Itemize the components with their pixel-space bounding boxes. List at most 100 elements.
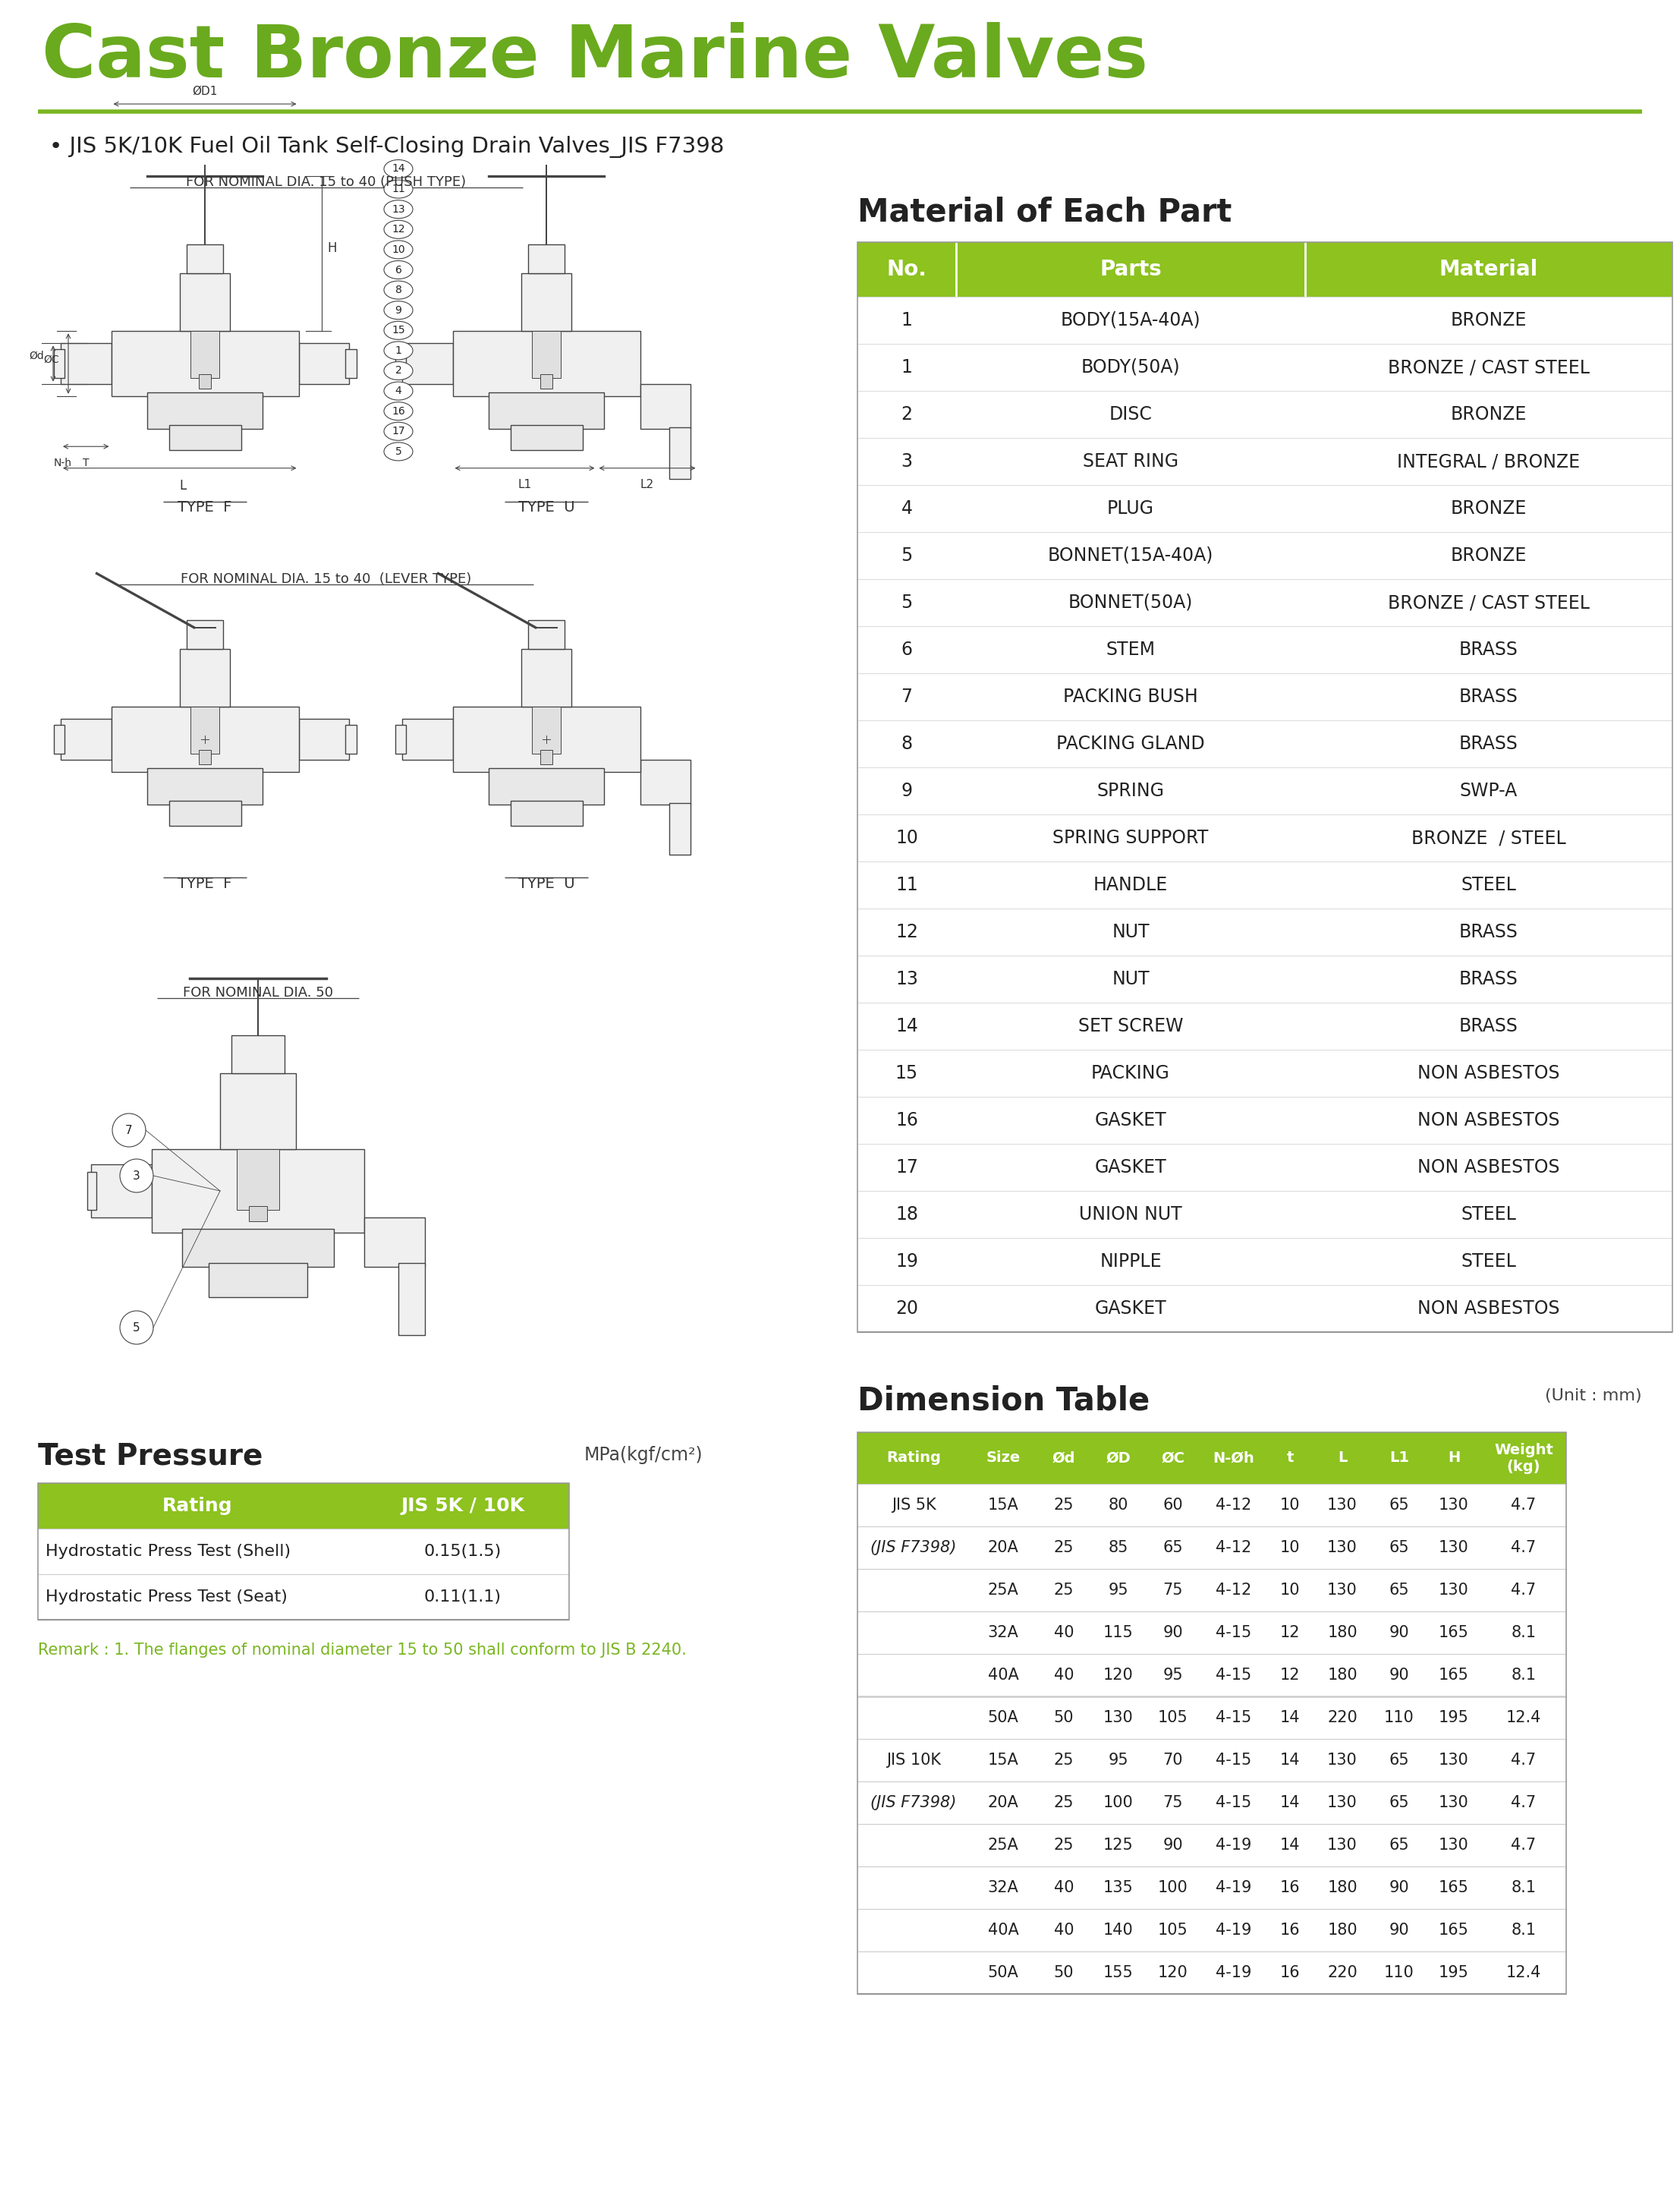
Text: 25: 25: [1053, 1539, 1074, 1554]
Text: 50A: 50A: [988, 1965, 1018, 1981]
Text: 12.4: 12.4: [1505, 1709, 1541, 1724]
Text: 4-15: 4-15: [1216, 1667, 1252, 1682]
Text: 4.7: 4.7: [1510, 1539, 1536, 1554]
Bar: [54, 724, 64, 753]
Text: 140: 140: [1104, 1923, 1134, 1939]
Bar: [1201, 1433, 1267, 1484]
Text: 14: 14: [1280, 1837, 1300, 1853]
Text: Hydrostatic Press Test (Shell): Hydrostatic Press Test (Shell): [45, 1543, 291, 1559]
Text: 1: 1: [395, 344, 402, 355]
Text: 4-12: 4-12: [1216, 1539, 1252, 1554]
Ellipse shape: [385, 362, 413, 380]
Text: 4.7: 4.7: [1510, 1795, 1536, 1811]
Text: T: T: [82, 457, 89, 468]
Text: N-Øh: N-Øh: [1213, 1451, 1255, 1466]
Bar: [346, 349, 356, 378]
Text: 90: 90: [1389, 1625, 1410, 1641]
Text: 14: 14: [895, 1018, 917, 1036]
Text: GASKET: GASKET: [1095, 1301, 1166, 1318]
Text: 130: 130: [1327, 1583, 1357, 1599]
Text: Remark : 1. The flanges of nominal diameter 15 to 50 shall conform to JIS B 2240: Remark : 1. The flanges of nominal diame…: [39, 1643, 687, 1658]
Bar: [60, 344, 111, 384]
Bar: [168, 802, 240, 826]
Text: 195: 195: [1438, 1709, 1468, 1724]
Text: 25A: 25A: [988, 1837, 1018, 1853]
Text: PACKING: PACKING: [1092, 1064, 1169, 1082]
Bar: [669, 804, 690, 854]
Text: 90: 90: [1389, 1879, 1410, 1894]
Bar: [857, 1433, 969, 1484]
Bar: [180, 649, 230, 707]
Text: 165: 165: [1438, 1923, 1468, 1939]
Bar: [54, 349, 64, 378]
Bar: [521, 274, 571, 331]
Text: 4.7: 4.7: [1510, 1837, 1536, 1853]
Text: Parts: Parts: [1100, 258, 1161, 280]
Bar: [190, 707, 220, 753]
Ellipse shape: [385, 442, 413, 461]
Text: 6: 6: [900, 640, 912, 658]
Text: Cast Bronze Marine Valves: Cast Bronze Marine Valves: [42, 22, 1147, 93]
Text: 25: 25: [1053, 1837, 1074, 1853]
Text: Material of Each Part: Material of Each Part: [857, 197, 1231, 227]
Text: 125: 125: [1104, 1837, 1134, 1853]
Bar: [1037, 1433, 1092, 1484]
Bar: [186, 620, 223, 649]
Text: 5: 5: [395, 446, 402, 457]
Text: 180: 180: [1327, 1923, 1357, 1939]
Text: 95: 95: [1109, 1583, 1129, 1599]
Bar: [186, 245, 223, 274]
Ellipse shape: [385, 422, 413, 439]
Text: 5: 5: [900, 548, 912, 565]
Text: 15A: 15A: [988, 1497, 1018, 1512]
Bar: [398, 1263, 425, 1336]
Text: (Unit : mm): (Unit : mm): [1546, 1389, 1641, 1404]
Text: 19: 19: [895, 1252, 917, 1270]
Text: 8: 8: [900, 735, 912, 753]
Text: 110: 110: [1384, 1965, 1415, 1981]
Text: DISC: DISC: [1109, 406, 1152, 424]
Text: 1: 1: [900, 358, 912, 378]
Text: 9: 9: [395, 305, 402, 316]
Text: 12: 12: [391, 225, 405, 234]
Text: Weight
(kg): Weight (kg): [1494, 1442, 1554, 1473]
Text: ØD: ØD: [1105, 1451, 1131, 1466]
Bar: [299, 344, 349, 384]
Text: 130: 130: [1327, 1497, 1357, 1512]
Ellipse shape: [385, 159, 413, 179]
Bar: [87, 1172, 96, 1210]
Bar: [1267, 1433, 1312, 1484]
Text: NUT: NUT: [1112, 969, 1149, 989]
Text: 3: 3: [133, 1170, 141, 1181]
Bar: [452, 707, 640, 773]
Text: 90: 90: [1389, 1923, 1410, 1939]
Text: 130: 130: [1438, 1539, 1468, 1554]
Bar: [452, 331, 640, 395]
Text: BRONZE: BRONZE: [1452, 406, 1527, 424]
Text: FOR NOMINAL DIA. 50: FOR NOMINAL DIA. 50: [183, 987, 333, 1000]
Text: BONNET(15A-40A): BONNET(15A-40A): [1048, 548, 1213, 565]
Text: ØC: ØC: [1161, 1451, 1184, 1466]
Ellipse shape: [385, 382, 413, 400]
Bar: [640, 384, 690, 428]
Bar: [346, 724, 356, 753]
Text: 75: 75: [1163, 1583, 1183, 1599]
Text: 6: 6: [395, 265, 402, 276]
Bar: [365, 1217, 425, 1267]
Text: 4.7: 4.7: [1510, 1583, 1536, 1599]
Bar: [148, 393, 262, 428]
Text: BODY(15A-40A): BODY(15A-40A): [1060, 311, 1201, 329]
Text: L: L: [1337, 1451, 1347, 1466]
Text: BRONZE  / STEEL: BRONZE / STEEL: [1411, 828, 1566, 848]
Bar: [640, 760, 690, 804]
Bar: [200, 751, 210, 764]
Bar: [91, 1164, 151, 1217]
Bar: [395, 724, 407, 753]
Text: 40A: 40A: [988, 1667, 1018, 1682]
Text: 7: 7: [126, 1124, 133, 1135]
Text: 8.1: 8.1: [1512, 1667, 1536, 1682]
Text: 130: 130: [1438, 1753, 1468, 1769]
Text: 20: 20: [895, 1301, 919, 1318]
Bar: [511, 802, 583, 826]
Text: ØC: ØC: [44, 355, 59, 364]
